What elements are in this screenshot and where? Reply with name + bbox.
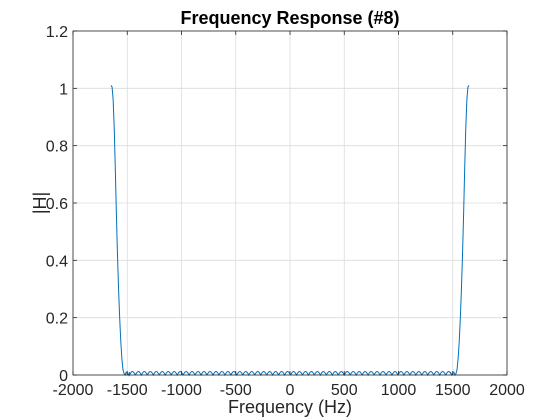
x-tick-label: 500: [331, 382, 358, 399]
x-axis-label: Frequency (Hz): [228, 397, 352, 417]
y-tick-label: 0: [59, 368, 68, 385]
x-tick-label: -500: [220, 382, 252, 399]
x-tick-label: 2000: [489, 382, 525, 399]
x-tick-labels: -2000 -1500 -1000 -500 0 500 1000 1500 2000: [53, 382, 525, 399]
y-tick-label: 0.2: [46, 311, 68, 328]
x-tick-label: -1000: [161, 382, 202, 399]
x-tick-label: 1000: [381, 382, 417, 399]
y-axis-label: |H|: [30, 192, 50, 214]
y-tick-label: 0.6: [46, 196, 68, 213]
y-tick-label: 0.8: [46, 139, 68, 156]
ticks: [72, 30, 508, 376]
x-tick-label: -2000: [53, 382, 94, 399]
x-tick-label: 0: [286, 382, 295, 399]
chart-title: Frequency Response (#8): [180, 8, 399, 28]
x-tick-label: 1500: [435, 382, 471, 399]
y-tick-label: 1: [59, 81, 68, 98]
y-tick-labels: 0 0.2 0.4 0.6 0.8 1 1.2: [46, 24, 68, 385]
y-tick-label: 0.4: [46, 253, 68, 270]
x-tick-label: -1500: [107, 382, 148, 399]
y-tick-label: 1.2: [46, 24, 68, 41]
